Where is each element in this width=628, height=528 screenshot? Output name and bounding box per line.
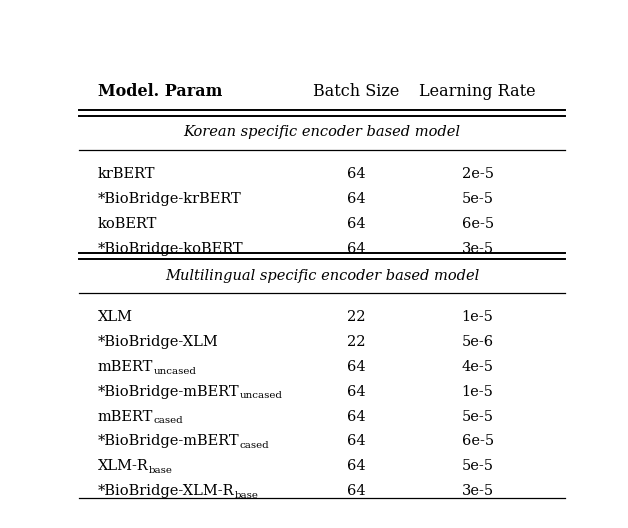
Text: 64: 64 (347, 192, 365, 206)
Text: uncased: uncased (153, 366, 196, 375)
Text: 5e-5: 5e-5 (462, 459, 494, 473)
Text: *BioBridge-XLM: *BioBridge-XLM (98, 335, 219, 349)
Text: 22: 22 (347, 310, 365, 325)
Text: 64: 64 (347, 167, 365, 181)
Text: 3e-5: 3e-5 (462, 242, 494, 256)
Text: 64: 64 (347, 242, 365, 256)
Text: 64: 64 (347, 484, 365, 498)
Text: XLM-R: XLM-R (98, 459, 149, 473)
Text: 3e-5: 3e-5 (462, 484, 494, 498)
Text: Multilingual specific encoder based model: Multilingual specific encoder based mode… (165, 269, 479, 282)
Text: 1e-5: 1e-5 (462, 385, 494, 399)
Text: *BioBridge-koBERT: *BioBridge-koBERT (98, 242, 244, 256)
Text: cased: cased (153, 416, 183, 425)
Text: Model. Param: Model. Param (98, 83, 222, 100)
Text: 5e-6: 5e-6 (462, 335, 494, 349)
Text: krBERT: krBERT (98, 167, 156, 181)
Text: mBERT: mBERT (98, 410, 153, 423)
Text: 64: 64 (347, 410, 365, 423)
Text: 6e-5: 6e-5 (462, 435, 494, 448)
Text: 64: 64 (347, 385, 365, 399)
Text: Learning Rate: Learning Rate (420, 83, 536, 100)
Text: koBERT: koBERT (98, 217, 158, 231)
Text: uncased: uncased (240, 391, 283, 400)
Text: mBERT: mBERT (98, 360, 153, 374)
Text: XLM: XLM (98, 310, 133, 325)
Text: 22: 22 (347, 335, 365, 349)
Text: *BioBridge-mBERT: *BioBridge-mBERT (98, 385, 240, 399)
Text: 2e-5: 2e-5 (462, 167, 494, 181)
Text: *BioBridge-krBERT: *BioBridge-krBERT (98, 192, 242, 206)
Text: 1e-5: 1e-5 (462, 310, 494, 325)
Text: 6e-5: 6e-5 (462, 217, 494, 231)
Text: 64: 64 (347, 217, 365, 231)
Text: base: base (234, 491, 258, 499)
Text: 4e-5: 4e-5 (462, 360, 494, 374)
Text: cased: cased (240, 441, 269, 450)
Text: 64: 64 (347, 435, 365, 448)
Text: 5e-5: 5e-5 (462, 410, 494, 423)
Text: 5e-5: 5e-5 (462, 192, 494, 206)
Text: 64: 64 (347, 360, 365, 374)
Text: Batch Size: Batch Size (313, 83, 399, 100)
Text: Korean specific encoder based model: Korean specific encoder based model (183, 126, 460, 139)
Text: base: base (149, 466, 173, 475)
Text: 64: 64 (347, 459, 365, 473)
Text: *BioBridge-mBERT: *BioBridge-mBERT (98, 435, 240, 448)
Text: *BioBridge-XLM-R: *BioBridge-XLM-R (98, 484, 234, 498)
